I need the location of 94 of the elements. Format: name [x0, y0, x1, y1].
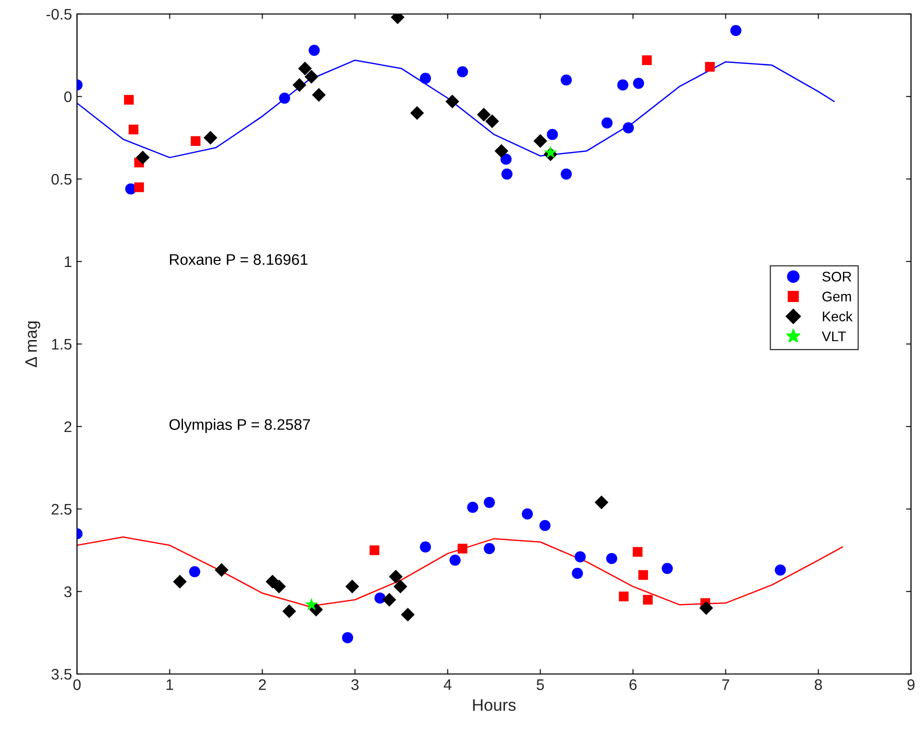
point — [544, 146, 558, 158]
y-tick-label: 0 — [64, 91, 72, 102]
legend-label: Keck — [822, 311, 853, 322]
point — [560, 168, 572, 180]
point — [420, 541, 431, 553]
point — [539, 520, 551, 532]
point — [342, 632, 354, 644]
point — [279, 92, 290, 104]
x-tick-label: 8 — [814, 679, 822, 690]
point — [705, 62, 715, 72]
y-axis-title: Δ mag — [25, 321, 40, 368]
point — [382, 592, 396, 607]
point — [632, 547, 642, 557]
point — [304, 70, 318, 84]
point — [420, 72, 431, 84]
x-tick-label: 5 — [536, 679, 544, 690]
x-tick-label: 7 — [722, 679, 730, 690]
point — [292, 78, 306, 92]
point — [298, 62, 312, 76]
point — [633, 78, 644, 89]
point — [622, 122, 634, 134]
point — [476, 108, 491, 122]
point — [699, 601, 714, 615]
y-tick-label: 0.5 — [52, 174, 72, 185]
point — [172, 574, 187, 588]
point — [501, 168, 513, 180]
point — [189, 566, 200, 578]
point — [370, 545, 380, 556]
point — [494, 144, 508, 158]
x-tick-label: 9 — [907, 679, 915, 690]
point — [662, 562, 673, 574]
point — [546, 128, 558, 140]
point — [500, 154, 512, 165]
point — [410, 106, 424, 120]
x-axis-title: Hours — [473, 699, 516, 711]
point — [574, 551, 586, 562]
point — [642, 55, 652, 66]
point — [272, 580, 286, 594]
point — [594, 496, 608, 510]
point — [467, 502, 478, 513]
point — [282, 604, 296, 618]
x-tick-label: 3 — [351, 679, 359, 690]
legend-label: SOR — [822, 272, 852, 282]
point — [308, 44, 320, 56]
point — [730, 24, 742, 36]
x-tick-label: 1 — [166, 679, 174, 690]
point — [345, 580, 360, 594]
point — [400, 608, 415, 622]
point — [134, 182, 144, 192]
y-tick-label: 1.5 — [52, 339, 72, 350]
y-tick-label: -0.5 — [46, 8, 72, 20]
point — [190, 136, 200, 146]
point — [456, 66, 468, 78]
point — [204, 130, 218, 145]
legend-label: Gem — [822, 292, 851, 302]
x-tick-label: 0 — [73, 679, 81, 690]
y-tick-label: 2 — [64, 421, 72, 432]
legend-label: VLT — [822, 332, 846, 342]
point — [618, 592, 629, 602]
point — [458, 544, 468, 554]
point — [484, 496, 495, 508]
point — [485, 114, 500, 128]
y-tick-label: 3 — [64, 586, 72, 598]
point — [484, 543, 495, 554]
y-tick-label: 2.5 — [52, 504, 72, 515]
y-tick-label: 3.5 — [51, 668, 72, 680]
point — [374, 592, 386, 604]
point — [304, 598, 318, 610]
point — [617, 79, 628, 91]
point — [522, 508, 533, 520]
point — [394, 580, 408, 594]
x-tick-label: 4 — [444, 679, 452, 690]
annotation: Roxane P = 8.16961 — [170, 254, 308, 265]
point — [560, 74, 572, 86]
y-tick-label: 1 — [64, 256, 72, 268]
point — [214, 563, 228, 577]
annotation: Olympias P = 8.2587 — [169, 418, 310, 433]
point — [533, 134, 548, 148]
point — [642, 594, 653, 605]
x-tick-label: 2 — [258, 679, 266, 690]
point — [388, 570, 403, 584]
line-series — [77, 60, 835, 158]
point — [572, 568, 583, 579]
x-tick-label: 6 — [630, 679, 637, 690]
point — [638, 570, 648, 580]
point — [445, 94, 460, 108]
point — [312, 88, 326, 102]
point — [136, 150, 150, 164]
point — [124, 94, 134, 105]
point — [774, 564, 786, 576]
point — [450, 554, 461, 566]
point — [128, 124, 138, 134]
point — [601, 117, 613, 128]
point — [606, 552, 618, 564]
